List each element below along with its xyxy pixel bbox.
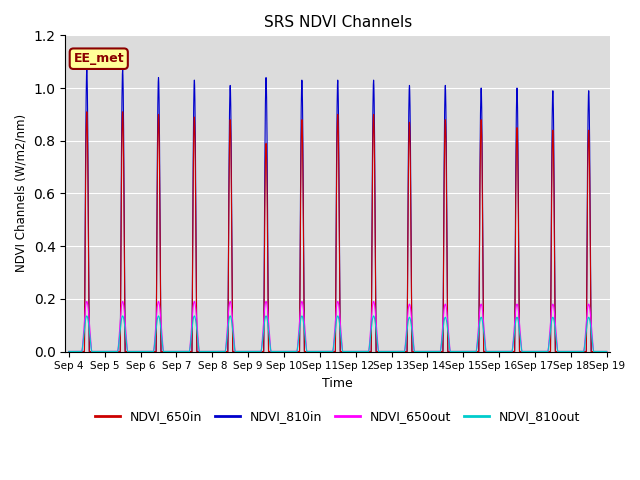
NDVI_810out bbox=[408, 329, 416, 335]
NDVI_810in bbox=[65, 348, 73, 354]
Title: SRS NDVI Channels: SRS NDVI Channels bbox=[264, 15, 412, 30]
NDVI_810out bbox=[307, 348, 314, 354]
NDVI_650in bbox=[532, 348, 540, 354]
NDVI_650in bbox=[603, 348, 611, 354]
NDVI_650in bbox=[307, 348, 314, 354]
NDVI_810out bbox=[603, 348, 611, 354]
NDVI_810in bbox=[603, 348, 611, 354]
NDVI_650out bbox=[602, 348, 609, 354]
Line: NDVI_650in: NDVI_650in bbox=[69, 112, 607, 351]
NDVI_650in bbox=[65, 348, 73, 354]
NDVI_810in bbox=[595, 348, 603, 354]
NDVI_650out bbox=[547, 311, 555, 317]
NDVI_810out bbox=[547, 322, 555, 327]
NDVI_650out bbox=[603, 348, 611, 354]
NDVI_650in bbox=[83, 109, 91, 115]
NDVI_810in bbox=[408, 348, 416, 354]
Legend: NDVI_650in, NDVI_810in, NDVI_650out, NDVI_810out: NDVI_650in, NDVI_810in, NDVI_650out, NDV… bbox=[90, 405, 585, 428]
NDVI_650out bbox=[532, 348, 540, 354]
NDVI_810out bbox=[532, 348, 540, 354]
Line: NDVI_650out: NDVI_650out bbox=[69, 301, 607, 351]
NDVI_810in bbox=[532, 348, 540, 354]
Line: NDVI_810out: NDVI_810out bbox=[69, 316, 607, 351]
NDVI_810in bbox=[602, 348, 609, 354]
NDVI_650out bbox=[65, 348, 73, 354]
NDVI_810in bbox=[83, 67, 91, 72]
Y-axis label: NDVI Channels (W/m2/nm): NDVI Channels (W/m2/nm) bbox=[15, 114, 28, 273]
NDVI_650in bbox=[408, 348, 416, 354]
Line: NDVI_810in: NDVI_810in bbox=[69, 70, 607, 351]
NDVI_650in bbox=[547, 263, 555, 269]
X-axis label: Time: Time bbox=[323, 377, 353, 390]
NDVI_650out bbox=[307, 348, 314, 354]
NDVI_650out bbox=[408, 322, 416, 328]
NDVI_810in bbox=[547, 248, 555, 253]
NDVI_810out bbox=[595, 348, 603, 354]
NDVI_650out bbox=[83, 299, 91, 304]
NDVI_810in bbox=[307, 348, 314, 354]
NDVI_650in bbox=[595, 348, 603, 354]
NDVI_810out bbox=[65, 348, 73, 354]
NDVI_810out bbox=[83, 313, 91, 319]
NDVI_810out bbox=[602, 348, 609, 354]
NDVI_650in bbox=[602, 348, 609, 354]
Text: EE_met: EE_met bbox=[74, 52, 124, 65]
NDVI_650out bbox=[595, 348, 603, 354]
